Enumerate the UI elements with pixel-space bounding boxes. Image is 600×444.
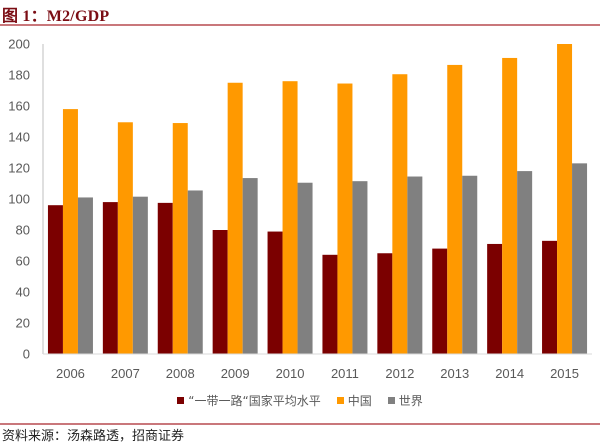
y-tick-label: 40 (16, 285, 30, 300)
bars (47, 44, 588, 355)
chart-legend: “一带一路“国家平均水平 中国 世界 (0, 392, 600, 409)
y-tick-label: 100 (8, 192, 30, 207)
bar-china-2012 (392, 74, 408, 354)
bar-belt-road-avg-2009 (212, 230, 228, 354)
bar-world-2015 (572, 163, 588, 354)
y-tick-label: 200 (8, 37, 30, 52)
bar-belt-road-avg-2008 (157, 202, 173, 354)
x-tick-label: 2007 (111, 366, 140, 381)
x-tick-label: 2009 (221, 366, 250, 381)
bar-world-2007 (132, 196, 148, 354)
bar-belt-road-avg-2011 (322, 254, 338, 354)
y-tick-label: 80 (16, 223, 30, 238)
y-axis-ticks: 0 20 40 60 80 100 120 140 160 180 200 (8, 37, 30, 362)
bar-world-2010 (297, 182, 313, 354)
bar-belt-road-avg-2015 (542, 240, 558, 354)
bar-world-2013 (462, 175, 478, 354)
bar-world-2006 (77, 197, 93, 354)
bar-belt-road-avg-2007 (102, 202, 118, 354)
legend-item: “一带一路“国家平均水平 (177, 392, 321, 409)
bar-world-2012 (407, 176, 423, 354)
bar-china-2010 (282, 81, 298, 354)
source-note: 资料来源：汤森路透，招商证券 (2, 429, 185, 444)
bar-china-2011 (337, 83, 353, 355)
bar-world-2011 (352, 181, 368, 354)
bar-china-2008 (172, 123, 188, 354)
x-tick-label: 2015 (550, 366, 579, 381)
bar-world-2008 (187, 190, 203, 354)
y-tick-label: 60 (16, 254, 30, 269)
bar-chart: 0 20 40 60 80 100 120 140 160 180 200 2006 2007 2008… (8, 37, 592, 381)
bar-belt-road-avg-2006 (47, 205, 63, 354)
top-divider (0, 24, 600, 26)
bar-world-2009 (242, 178, 258, 354)
x-tick-label: 2013 (440, 366, 469, 381)
bar-world-2014 (517, 171, 533, 354)
y-tick-label: 180 (8, 68, 30, 83)
x-tick-label: 2014 (495, 366, 524, 381)
y-tick-label: 20 (16, 316, 30, 331)
figure-title: 图 1：M2/GDP (2, 8, 110, 25)
bar-china-2014 (502, 57, 518, 354)
bar-china-2006 (62, 109, 78, 354)
legend-item: 中国 (336, 392, 372, 409)
bar-china-2007 (117, 122, 133, 355)
legend-swatch (177, 397, 185, 404)
legend-label: 世界 (398, 394, 423, 408)
x-tick-label: 2011 (331, 366, 359, 381)
bar-belt-road-avg-2013 (432, 248, 448, 354)
bar-china-2009 (227, 82, 243, 354)
y-tick-label: 120 (8, 161, 30, 176)
x-tick-label: 2008 (166, 366, 195, 381)
legend-label: 中国 (347, 394, 372, 408)
bar-china-2013 (447, 64, 463, 355)
legend-label: “一带一路“国家平均水平 (188, 394, 321, 408)
bar-belt-road-avg-2014 (487, 243, 503, 354)
legend-item: 世界 (387, 392, 423, 409)
x-tick-label: 2006 (56, 366, 85, 381)
legend-swatch (387, 397, 395, 404)
x-tick-label: 2010 (276, 366, 305, 381)
y-tick-label: 140 (8, 130, 30, 145)
x-tick-label: 2012 (385, 366, 414, 381)
y-tick-label: 0 (23, 347, 30, 362)
bar-belt-road-avg-2010 (267, 231, 283, 354)
bar-china-2015 (557, 44, 573, 354)
legend-swatch (336, 397, 344, 404)
x-axis-ticks: 2006 2007 2008 2009 2010 2011 2012 2013 2014 2015 (56, 366, 579, 381)
bottom-divider (0, 423, 600, 425)
y-tick-label: 160 (8, 99, 30, 114)
bar-belt-road-avg-2012 (377, 253, 393, 354)
